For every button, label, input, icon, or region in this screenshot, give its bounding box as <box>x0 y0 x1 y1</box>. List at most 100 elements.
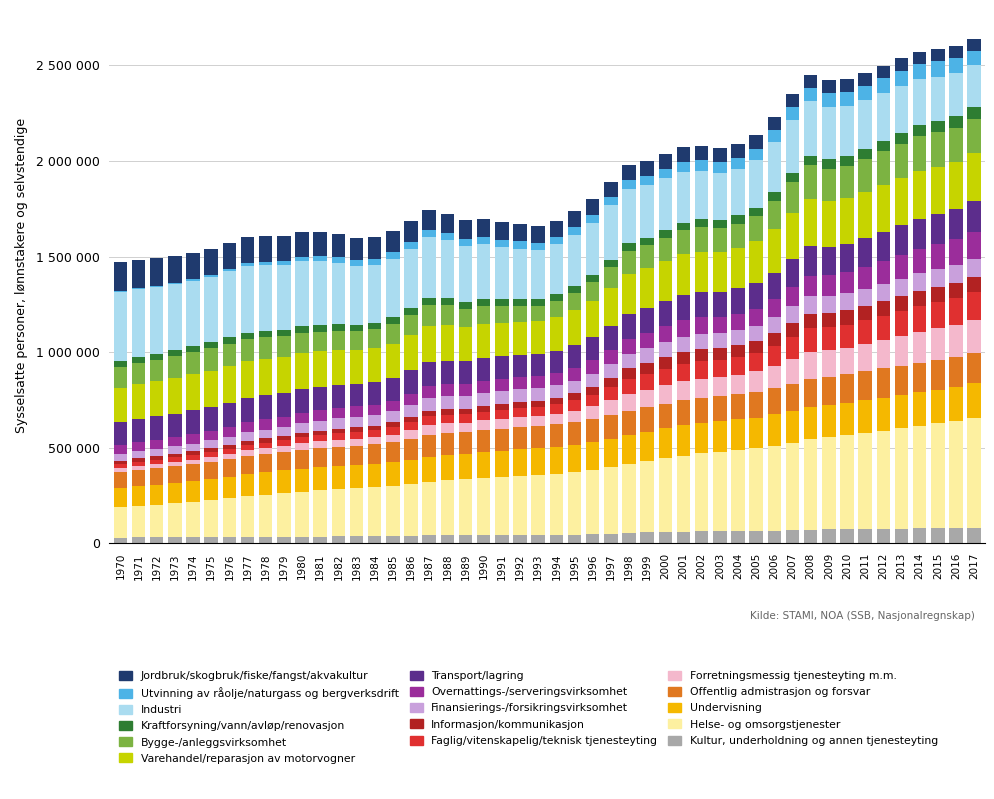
Bar <box>876 261 890 284</box>
Bar <box>421 304 435 326</box>
Bar <box>404 248 417 308</box>
Bar <box>150 538 163 543</box>
Bar <box>313 232 327 256</box>
Bar <box>440 455 453 480</box>
Bar <box>458 408 472 415</box>
Bar <box>930 62 943 78</box>
Bar <box>313 387 327 410</box>
Bar <box>839 79 853 92</box>
Bar <box>603 205 617 260</box>
Bar <box>549 404 563 414</box>
Bar <box>713 162 726 173</box>
Bar <box>585 443 598 470</box>
Bar <box>276 436 290 440</box>
Bar <box>858 320 871 344</box>
Bar <box>204 448 218 452</box>
Bar <box>368 404 381 415</box>
Bar <box>876 340 890 368</box>
Bar <box>713 292 726 316</box>
Bar <box>404 535 417 543</box>
Bar <box>113 471 127 488</box>
Bar <box>349 266 363 324</box>
Bar <box>766 317 780 333</box>
Bar <box>676 172 690 222</box>
Bar <box>113 367 127 388</box>
Bar <box>894 296 908 311</box>
Bar <box>549 294 563 301</box>
Bar <box>731 330 745 345</box>
Bar <box>930 302 943 328</box>
Bar <box>821 80 835 93</box>
Bar <box>839 166 853 198</box>
Bar <box>258 430 272 439</box>
Bar <box>186 459 200 464</box>
Bar <box>785 323 798 337</box>
Bar <box>295 261 308 326</box>
Bar <box>748 325 762 341</box>
Bar <box>458 221 472 240</box>
Bar <box>603 326 617 350</box>
Bar <box>694 454 708 531</box>
Bar <box>603 378 617 388</box>
Bar <box>150 485 163 504</box>
Bar <box>911 171 925 219</box>
Bar <box>404 405 417 417</box>
Bar <box>204 479 218 500</box>
Bar <box>531 306 545 321</box>
Bar <box>495 410 508 419</box>
Bar <box>513 241 526 248</box>
Bar <box>713 316 726 333</box>
Bar <box>731 531 745 543</box>
Bar <box>766 130 780 142</box>
Bar <box>349 237 363 260</box>
Bar <box>930 287 943 302</box>
Bar <box>131 288 145 289</box>
Bar <box>621 339 635 354</box>
Bar <box>785 306 798 323</box>
Bar <box>331 351 345 385</box>
Bar <box>386 427 400 435</box>
Bar <box>131 470 145 487</box>
Bar <box>549 535 563 543</box>
Bar <box>658 385 672 403</box>
Bar <box>748 208 762 217</box>
Bar <box>803 296 817 313</box>
Bar <box>731 394 745 419</box>
Bar <box>440 360 453 384</box>
Bar <box>495 222 508 240</box>
Bar <box>223 344 236 366</box>
Bar <box>331 324 345 331</box>
Bar <box>603 388 617 400</box>
Bar <box>948 265 962 283</box>
Bar <box>368 323 381 329</box>
Bar <box>476 430 490 452</box>
Bar <box>531 400 545 407</box>
Bar <box>966 153 980 201</box>
Bar <box>785 93 798 107</box>
Bar <box>894 365 908 395</box>
Bar <box>349 446 363 465</box>
Bar <box>839 92 853 106</box>
Bar <box>168 356 182 378</box>
Bar <box>204 277 218 342</box>
Bar <box>930 167 943 214</box>
Bar <box>495 477 508 535</box>
Bar <box>513 402 526 408</box>
Bar <box>295 233 308 256</box>
Bar <box>131 462 145 466</box>
Bar <box>858 400 871 433</box>
Bar <box>858 267 871 289</box>
Bar <box>568 311 580 345</box>
Bar <box>313 490 327 537</box>
Bar <box>313 420 327 431</box>
Bar <box>204 457 218 462</box>
Bar <box>694 334 708 349</box>
Bar <box>513 389 526 402</box>
Bar <box>204 248 218 275</box>
Bar <box>694 146 708 161</box>
Bar <box>549 221 563 237</box>
Bar <box>368 348 381 382</box>
Bar <box>295 491 308 537</box>
Bar <box>549 301 563 317</box>
Bar <box>368 463 381 487</box>
